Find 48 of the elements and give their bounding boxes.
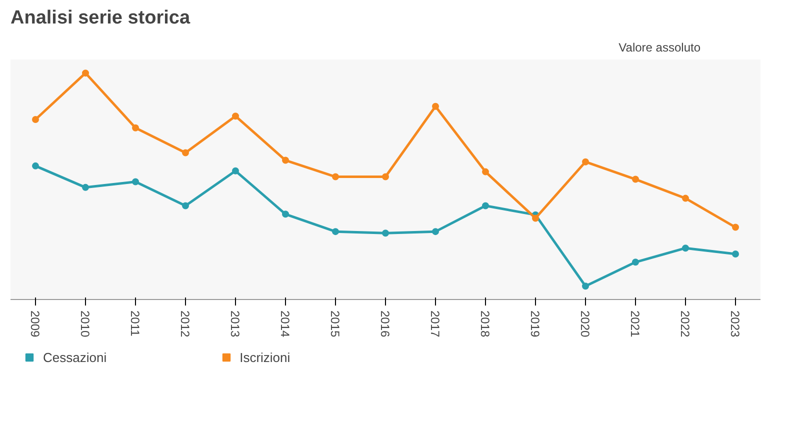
x-tick-label: 2017: [428, 310, 442, 338]
point: [532, 214, 539, 222]
x-tick-label: 2009: [28, 310, 42, 338]
point: [82, 70, 89, 77]
x-tick-label: 2023: [728, 310, 742, 338]
point: [382, 173, 389, 180]
legend-label: Cessazioni: [43, 350, 107, 364]
point: [432, 228, 439, 236]
point: [132, 124, 139, 132]
x-tick-label: 2020: [578, 310, 592, 338]
x-tick-label: 2016: [378, 310, 392, 338]
point: [682, 194, 689, 202]
x-tick-label: 2021: [628, 310, 642, 338]
point: [432, 102, 439, 110]
point: [82, 184, 89, 191]
point: [732, 224, 739, 231]
text: Valore assoluto: [618, 40, 701, 54]
point: [232, 167, 239, 174]
point: [232, 112, 239, 120]
point: [332, 228, 339, 236]
point: [732, 250, 739, 258]
point: [382, 230, 389, 237]
x-tick-label: 2019: [528, 310, 542, 338]
x-tick-label: 2022: [678, 310, 692, 338]
x-tick-label: 2013: [228, 310, 242, 338]
point: [482, 168, 489, 176]
point: [182, 202, 189, 210]
point: [282, 210, 289, 218]
point: [32, 116, 39, 123]
x-tick-label: 2015: [328, 310, 342, 338]
point: [282, 156, 289, 164]
point: [632, 258, 639, 266]
chart-title: Analisi serie storica: [10, 8, 190, 28]
x-tick-label: 2010: [78, 310, 92, 338]
point: [182, 149, 189, 156]
point: [582, 158, 589, 166]
x-tick-label: 2018: [478, 310, 492, 338]
point: [32, 162, 39, 170]
x-tick-label: 2012: [178, 310, 192, 338]
point: [632, 176, 639, 183]
point: [332, 173, 339, 180]
x-tick-label: 2014: [278, 310, 292, 338]
x-tick-label: 2011: [128, 310, 142, 337]
point: [582, 282, 589, 290]
point: [482, 202, 489, 210]
point: [682, 244, 689, 252]
point: [132, 178, 139, 186]
legend-label: Iscrizioni: [240, 350, 290, 364]
